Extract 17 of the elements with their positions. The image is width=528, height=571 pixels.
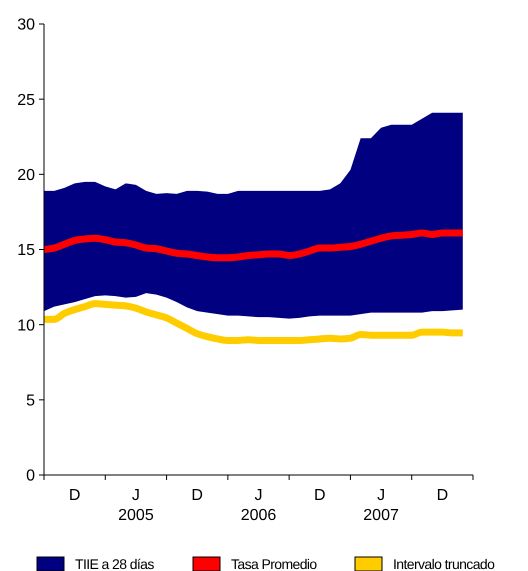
legend-label: Tasa Promedio: [231, 556, 318, 571]
y-tick-label: 0: [26, 468, 36, 485]
y-tick-label: 30: [17, 16, 36, 34]
x-tick-label: J 2006: [240, 487, 276, 524]
legend-label: Intervalo truncado: [393, 556, 496, 571]
x-tick-label: J 2007: [363, 487, 399, 524]
x-tick-label: J 2005: [118, 487, 154, 524]
x-tick-label: D: [191, 487, 203, 504]
y-tick-label: 10: [17, 317, 36, 334]
y-tick-label: 15: [17, 242, 36, 260]
x-tick-label: D: [436, 487, 448, 504]
x-tick-label: D: [314, 487, 326, 504]
legend-label: TIIE a 28 días: [75, 556, 154, 571]
y-tick-label: 20: [17, 166, 36, 184]
y-tick-label: 25: [17, 92, 36, 109]
y-tick-label: 5: [26, 392, 36, 410]
x-tick-label: D: [68, 487, 80, 504]
